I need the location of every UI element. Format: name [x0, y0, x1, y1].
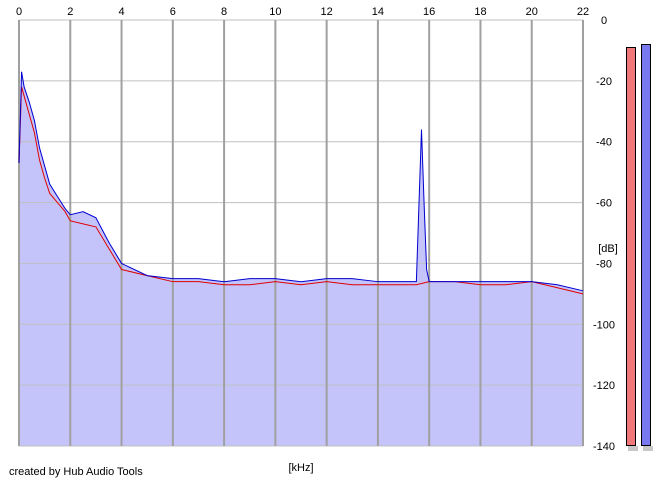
y-tick-label: -140: [593, 441, 615, 453]
y-axis-label: [dB]: [598, 243, 618, 255]
x-tick-label: 10: [269, 6, 281, 18]
y-tick-label: -100: [593, 319, 615, 331]
y-tick-label: -120: [593, 380, 615, 392]
spectrum-fill: [19, 71, 583, 446]
x-tick-label: 2: [67, 6, 73, 18]
series-line-2: [18, 71, 584, 292]
x-tick-label: 18: [474, 6, 486, 18]
credit-text: created by Hub Audio Tools: [9, 466, 143, 478]
y-tick-label: -60: [596, 198, 612, 210]
level-meter-left-shadow: [628, 446, 638, 451]
x-tick-label: 8: [221, 6, 227, 18]
x-axis-label: [kHz]: [288, 462, 313, 474]
level-meter-right: [641, 44, 651, 446]
y-tick-label: -40: [596, 137, 612, 149]
x-tick-label: 16: [423, 6, 435, 18]
y-tick-label: -80: [596, 258, 612, 270]
level-meter-left: [626, 47, 636, 446]
x-tick-label: 22: [577, 6, 589, 18]
y-tick-label: -20: [596, 76, 612, 88]
x-tick-label: 6: [170, 6, 176, 18]
level-meter-right-shadow: [643, 446, 653, 451]
x-tick-label: 4: [118, 6, 124, 18]
x-tick-label: 14: [372, 6, 384, 18]
x-tick-label: 0: [16, 6, 22, 18]
y-tick-label: 0: [601, 15, 607, 27]
x-tick-label: 12: [321, 6, 333, 18]
x-tick-label: 20: [526, 6, 538, 18]
